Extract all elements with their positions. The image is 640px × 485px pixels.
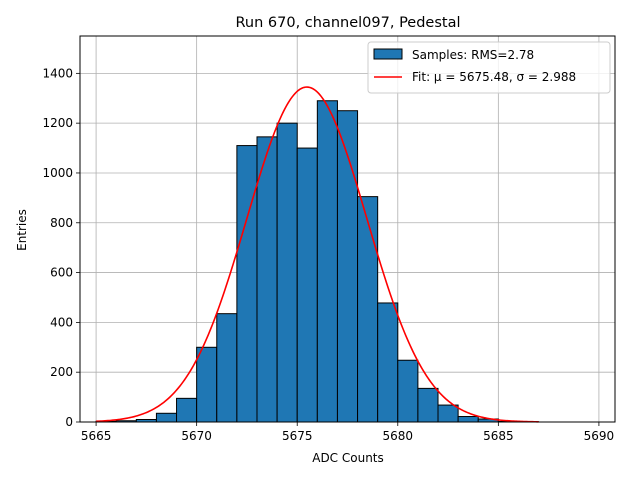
histogram-bar [438, 405, 458, 422]
legend-histogram-swatch [374, 49, 402, 59]
legend-fit-label: Fit: μ = 5675.48, σ = 2.988 [412, 70, 576, 84]
histogram-bar [217, 314, 237, 422]
x-tick-label: 5685 [483, 429, 514, 443]
histogram-bar [177, 398, 197, 422]
y-tick-label: 0 [65, 415, 73, 429]
histogram-bar [418, 388, 438, 422]
y-tick-label: 1000 [42, 166, 73, 180]
histogram-bar [358, 197, 378, 422]
y-tick-label: 200 [50, 365, 73, 379]
y-axis-label: Entries [15, 209, 29, 251]
x-tick-label: 5680 [383, 429, 414, 443]
x-tick-label: 5665 [81, 429, 112, 443]
y-tick-label: 600 [50, 266, 73, 280]
y-tick-label: 1400 [42, 66, 73, 80]
legend-histogram-label: Samples: RMS=2.78 [412, 48, 534, 62]
histogram-bar [378, 303, 398, 422]
x-tick-label: 5670 [181, 429, 212, 443]
histogram-bar [277, 123, 297, 422]
y-tick-label: 800 [50, 216, 73, 230]
histogram-bar [257, 137, 277, 422]
y-tick-label: 1200 [42, 116, 73, 130]
histogram-bar [398, 360, 418, 422]
x-axis-label: ADC Counts [312, 451, 384, 465]
histogram-bar [156, 413, 176, 422]
legend: Samples: RMS=2.78 Fit: μ = 5675.48, σ = … [368, 42, 610, 93]
histogram-bar [237, 146, 257, 422]
histogram-bar [297, 148, 317, 422]
histogram-bar [317, 101, 337, 422]
y-tick-label: 400 [50, 315, 73, 329]
histogram-bar [458, 417, 478, 422]
histogram-bar [197, 347, 217, 422]
chart-title: Run 670, channel097, Pedestal [235, 15, 460, 31]
x-tick-label: 5690 [584, 429, 615, 443]
x-tick-label: 5675 [282, 429, 313, 443]
